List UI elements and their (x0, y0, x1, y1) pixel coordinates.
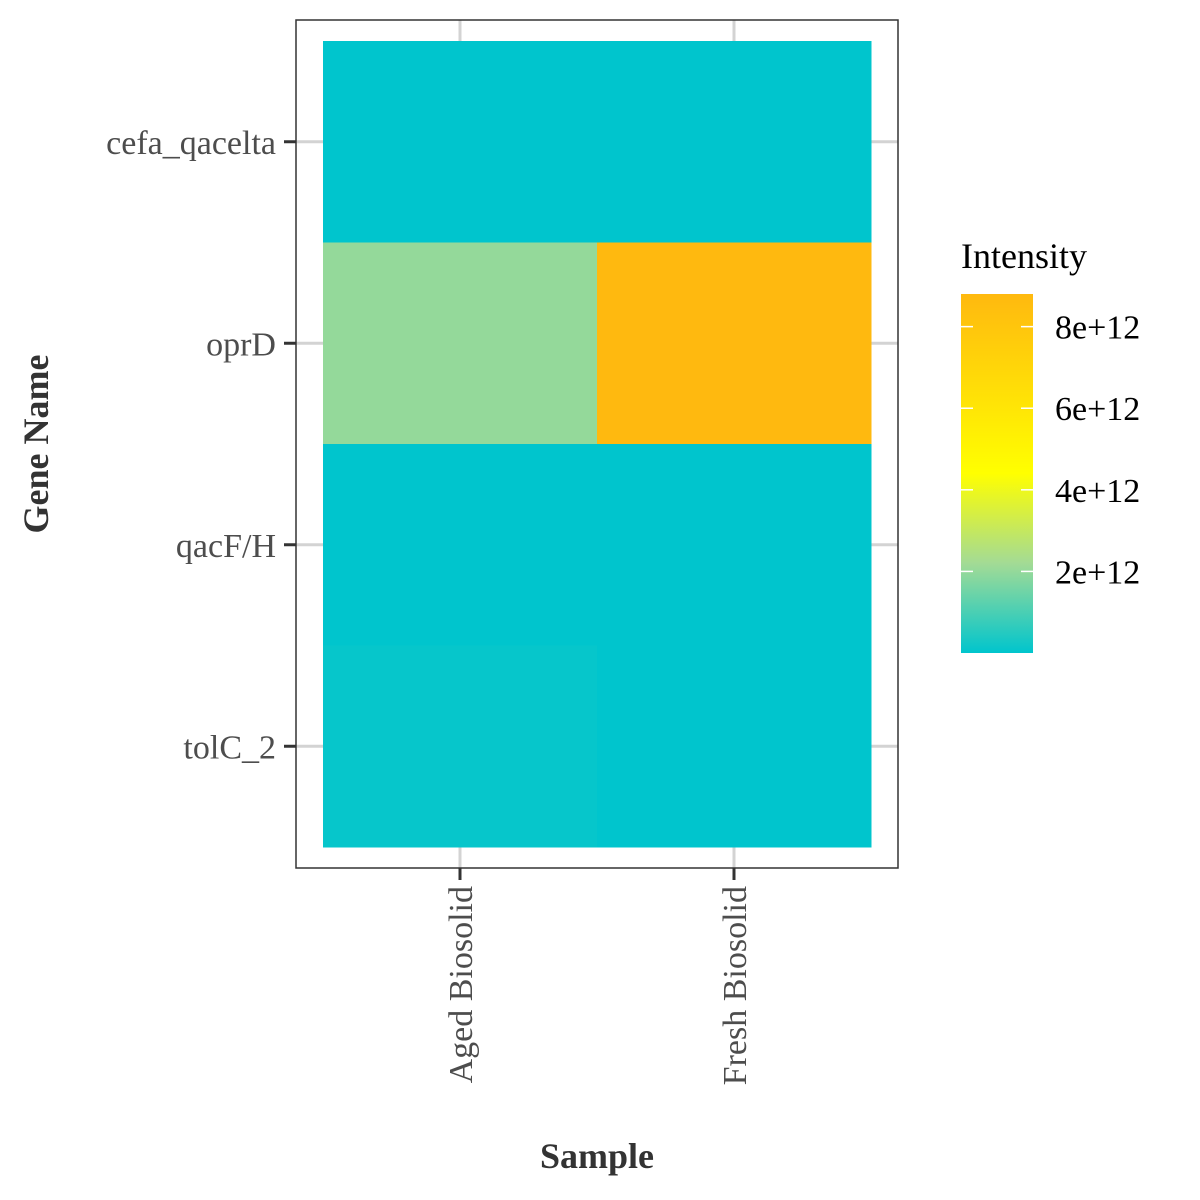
legend-tick-label: 8e+12 (1055, 310, 1140, 347)
heatmap-cell (323, 444, 598, 646)
x-tick-label: Aged Biosolid (443, 886, 480, 1083)
legend-tick-label: 6e+12 (1055, 391, 1140, 428)
legend-tick-label: 4e+12 (1055, 473, 1140, 510)
y-axis-title: Gene Name (16, 355, 56, 534)
heatmap-cell (597, 41, 872, 243)
heatmap-cells (323, 41, 872, 848)
y-tick-label: oprD (206, 326, 276, 363)
heatmap-cell (323, 645, 598, 848)
y-tick-label: qacF/H (176, 528, 276, 565)
legend-title: Intensity (961, 236, 1087, 276)
y-tick-label: tolC_2 (183, 729, 276, 766)
legend-colorbar (961, 294, 1033, 653)
legend-tick-label: 2e+12 (1055, 554, 1140, 591)
y-tick-label: cefa_qacelta (106, 125, 276, 162)
heatmap-cell (597, 242, 872, 445)
panel-border (295, 19, 899, 869)
x-axis: Aged Biosolid Fresh Biosolid (443, 868, 754, 1085)
x-axis-title: Sample (540, 1136, 654, 1176)
heatmap-cell (323, 41, 598, 243)
heatmap-cell (597, 645, 872, 848)
heatmap-cell (323, 242, 598, 445)
x-tick-label: Fresh Biosolid (717, 886, 754, 1085)
y-axis: cefa_qacelta oprD qacF/H tolC_2 (106, 125, 296, 766)
legend-ticks: 2e+12 4e+12 6e+12 8e+12 (961, 310, 1140, 591)
heatmap-cell (597, 444, 872, 646)
legend: Intensity 2e+12 4e+12 6e+12 8e+12 (961, 236, 1140, 653)
